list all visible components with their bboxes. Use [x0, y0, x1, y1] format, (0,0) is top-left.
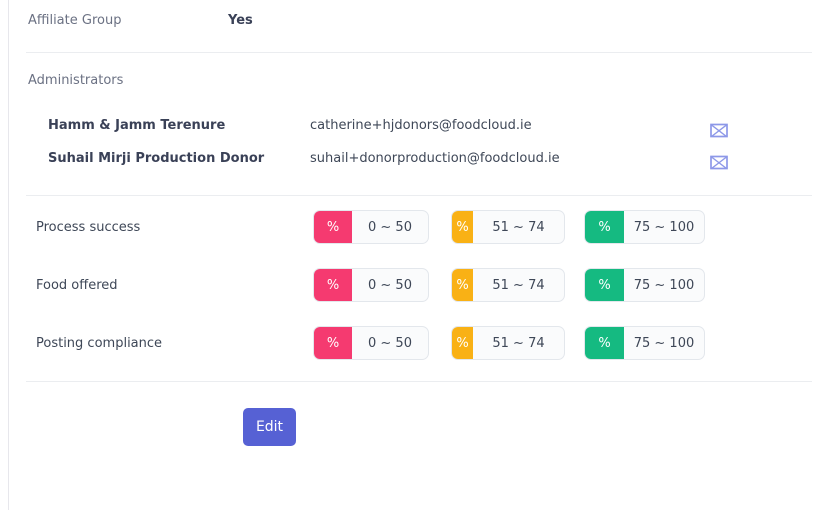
- percent-prefix: %: [452, 211, 473, 243]
- percent-prefix: %: [314, 327, 352, 359]
- panel-left-border: [8, 0, 9, 510]
- posting-compliance-range-low-input[interactable]: [352, 327, 428, 359]
- metric-label-food-offered: Food offered: [36, 278, 118, 293]
- metric-label-process-success: Process success: [36, 220, 141, 235]
- percent-prefix: %: [314, 211, 352, 243]
- food-offered-range-low-group: %: [313, 268, 429, 302]
- process-success-range-high-group: %: [584, 210, 705, 244]
- food-offered-range-high-input[interactable]: [624, 269, 704, 301]
- divider: [26, 195, 812, 196]
- process-success-range-mid-input[interactable]: [473, 211, 564, 243]
- posting-compliance-range-high-group: %: [584, 326, 705, 360]
- admin-email: catherine+hjdonors@foodcloud.ie: [310, 118, 532, 133]
- percent-prefix: %: [585, 327, 624, 359]
- divider: [26, 52, 812, 53]
- edit-button[interactable]: Edit: [243, 408, 296, 446]
- admin-name: Suhail Mirji Production Donor: [48, 151, 265, 166]
- percent-prefix: %: [585, 211, 624, 243]
- percent-prefix: %: [452, 327, 473, 359]
- percent-prefix: %: [452, 269, 473, 301]
- food-offered-range-mid-input[interactable]: [473, 269, 564, 301]
- mail-icon[interactable]: [710, 155, 728, 170]
- posting-compliance-range-low-group: %: [313, 326, 429, 360]
- admin-email: suhail+donorproduction@foodcloud.ie: [310, 151, 560, 166]
- process-success-range-low-group: %: [313, 210, 429, 244]
- administrators-heading: Administrators: [28, 73, 124, 88]
- posting-compliance-range-mid-group: %: [451, 326, 565, 360]
- metric-label-posting-compliance: Posting compliance: [36, 336, 163, 351]
- posting-compliance-range-mid-input[interactable]: [473, 327, 564, 359]
- percent-prefix: %: [314, 269, 352, 301]
- process-success-range-high-input[interactable]: [624, 211, 704, 243]
- mail-icon[interactable]: [710, 123, 728, 138]
- process-success-range-mid-group: %: [451, 210, 565, 244]
- admin-name: Hamm & Jamm Terenure: [48, 118, 226, 133]
- mail-icon: [710, 155, 728, 170]
- food-offered-range-high-group: %: [584, 268, 705, 302]
- mail-icon: [710, 123, 728, 138]
- percent-prefix: %: [585, 269, 624, 301]
- affiliate-group-value: Yes: [228, 13, 253, 28]
- divider: [26, 381, 812, 382]
- process-success-range-low-input[interactable]: [352, 211, 428, 243]
- posting-compliance-range-high-input[interactable]: [624, 327, 704, 359]
- food-offered-range-low-input[interactable]: [352, 269, 428, 301]
- food-offered-range-mid-group: %: [451, 268, 565, 302]
- affiliate-group-label: Affiliate Group: [28, 13, 122, 28]
